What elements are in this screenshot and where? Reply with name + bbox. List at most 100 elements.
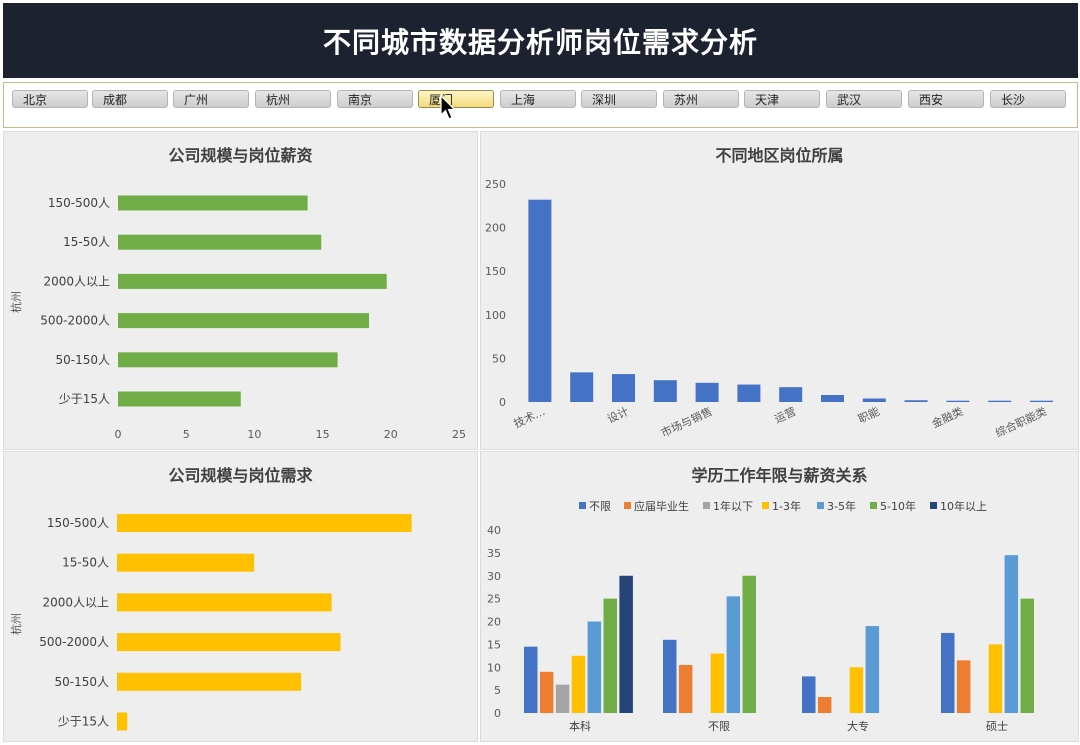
bar — [726, 596, 741, 713]
tick-label: 100 — [485, 309, 506, 322]
chart-title: 公司规模与岗位薪资 — [168, 146, 313, 165]
bar — [118, 234, 322, 250]
category-label: 500-2000人 — [40, 314, 110, 328]
tick-label: 250 — [485, 178, 506, 191]
category-label: 技术… — [512, 405, 547, 431]
bar — [710, 653, 725, 713]
category-label: 50-150人 — [54, 675, 109, 689]
chart-title: 不同地区岗位所属 — [715, 146, 844, 165]
bar — [555, 684, 570, 713]
bar — [118, 273, 387, 289]
bar — [802, 676, 816, 713]
category-label: 2000人以上 — [42, 595, 109, 609]
city-button[interactable]: 杭州 — [255, 90, 331, 108]
bar — [941, 632, 955, 713]
bar — [865, 626, 880, 713]
category-label: 少于15人 — [58, 715, 109, 729]
legend-label: 3-5年 — [827, 499, 856, 513]
city-button[interactable]: 北京 — [12, 90, 88, 108]
tick-label: 0 — [115, 428, 122, 441]
bar — [817, 696, 832, 713]
city-button[interactable]: 广州 — [173, 90, 249, 108]
category-label: 本科 — [569, 719, 591, 733]
category-label: 职能 — [856, 404, 882, 426]
tick-label: 25 — [487, 593, 501, 606]
category-label: 15-50人 — [63, 235, 110, 249]
bar — [988, 644, 1003, 713]
city-button[interactable]: 西安 — [908, 90, 984, 108]
bar — [849, 667, 864, 713]
bar — [737, 384, 761, 402]
bar — [946, 400, 970, 402]
bar — [117, 672, 302, 691]
axis-label: 杭州 — [9, 291, 23, 313]
city-button[interactable]: 成都 — [92, 90, 168, 108]
legend-swatch — [817, 502, 824, 509]
bar — [821, 395, 844, 402]
bar — [117, 593, 332, 612]
city-button[interactable]: 天津 — [744, 90, 820, 108]
chart-panel-edu-exp-salary: 学历工作年限与薪资关系 0 5 10 15 20 25 30 35 40 不限 应届毕业生 1年以下 1… — [480, 451, 1079, 742]
category-label: 大专 — [847, 719, 869, 733]
mouse-cursor-icon — [440, 95, 456, 120]
bar — [619, 575, 633, 713]
legend-swatch — [579, 502, 586, 509]
bar — [587, 621, 602, 713]
category-label: 少于15人 — [59, 392, 110, 406]
category-label: 综合职能类 — [993, 404, 1049, 440]
category-label: 2000人以上 — [43, 274, 110, 288]
job-category-chart: 0 50 100 150 200 250 技术… 设计 市场与销售 运营 职能 金融类 综合职能类 — [485, 178, 1053, 440]
city-button[interactable]: 南京 — [337, 90, 413, 108]
tick-label: 10 — [487, 661, 501, 674]
tick-label: 20 — [384, 428, 398, 441]
category-label: 市场与销售 — [659, 404, 715, 440]
city-button[interactable]: 武汉 — [826, 90, 902, 108]
category-label: 500-2000人 — [39, 635, 109, 649]
bar — [118, 313, 369, 329]
bar — [571, 655, 586, 713]
category-label: 150-500人 — [47, 516, 109, 530]
category-label: 设计 — [605, 405, 630, 426]
legend-label: 应届毕业生 — [634, 499, 689, 513]
chart-panel-job-category: 不同地区岗位所属 0 50 100 150 200 250 技术… 设计 市场与销售 运营 职能 金融… — [480, 131, 1079, 450]
bar — [118, 195, 308, 211]
bar — [956, 660, 971, 713]
legend-swatch — [703, 502, 710, 509]
bar — [524, 646, 538, 713]
bar — [603, 598, 617, 713]
tick-label: 30 — [487, 570, 501, 583]
tick-label: 35 — [487, 547, 501, 560]
legend-swatch — [930, 502, 937, 509]
bar — [678, 664, 693, 713]
category-label: 150-500人 — [48, 196, 110, 210]
category-label: 不限 — [708, 720, 730, 733]
city-button[interactable]: 长沙 — [990, 90, 1066, 108]
city-slicer: 北京成都广州杭州南京厦门上海深圳苏州天津武汉西安长沙 — [3, 82, 1078, 128]
bar — [117, 712, 128, 731]
legend-label: 不限 — [589, 500, 611, 513]
tick-label: 25 — [452, 428, 466, 441]
tick-label: 0 — [494, 707, 501, 720]
legend-label: 10年以上 — [940, 499, 987, 513]
tick-label: 15 — [487, 638, 501, 651]
axis-label: 杭州 — [9, 613, 23, 635]
edu-exp-salary-chart: 0 5 10 15 20 25 30 35 40 不限 应届毕业生 1年以下 1-3年 3-5年 5-10年… — [487, 499, 1034, 733]
tick-label: 20 — [487, 616, 501, 629]
legend-swatch — [624, 502, 631, 509]
bar — [118, 391, 241, 407]
city-button[interactable]: 上海 — [500, 90, 576, 108]
city-button[interactable]: 厦门 — [418, 90, 494, 108]
bar — [779, 387, 803, 402]
city-button[interactable]: 苏州 — [663, 90, 739, 108]
bar — [1020, 598, 1034, 713]
bar — [117, 633, 341, 652]
category-label: 50-150人 — [55, 353, 110, 367]
category-label: 运营 — [772, 404, 798, 426]
bar — [1030, 400, 1053, 402]
bar — [742, 575, 756, 713]
tick-label: 200 — [485, 222, 506, 235]
city-button[interactable]: 深圳 — [581, 90, 657, 108]
legend-label: 1年以下 — [713, 499, 753, 513]
bar — [612, 374, 635, 402]
bar — [988, 400, 1012, 402]
